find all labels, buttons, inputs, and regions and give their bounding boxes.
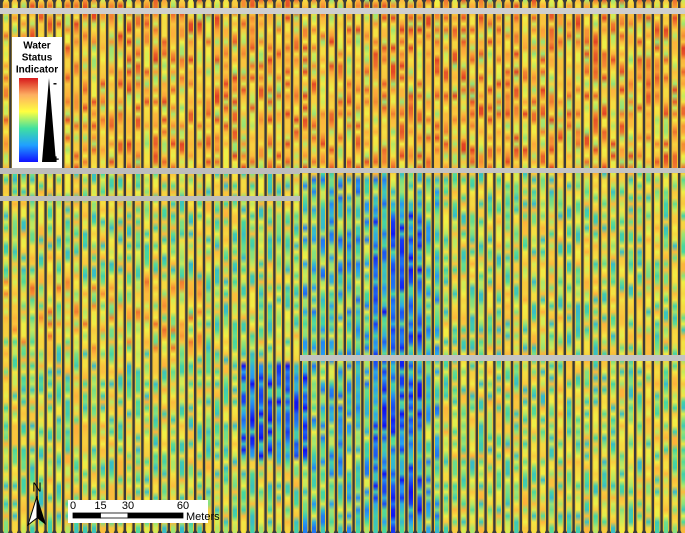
legend-title: Status: [22, 53, 53, 64]
scale-segment: [128, 513, 183, 518]
vine-row: [180, 0, 184, 533]
vine-row: [646, 0, 650, 533]
vine-row: [593, 0, 597, 533]
block-gap: [300, 355, 685, 361]
vine-row: [206, 0, 210, 533]
vine-row: [426, 0, 430, 533]
vine-row: [162, 0, 166, 533]
block-gap: [300, 168, 685, 173]
vine-row: [629, 0, 633, 533]
legend-high: +: [53, 154, 59, 166]
vine-row: [673, 0, 677, 533]
vine-row: [303, 0, 307, 533]
vine-row: [549, 0, 553, 533]
legend-ramp: [19, 78, 38, 162]
legend-title: Water: [23, 41, 51, 52]
vine-row: [417, 0, 421, 533]
vine-row: [382, 0, 386, 533]
vine-row: [470, 0, 474, 533]
vine-row: [444, 0, 448, 533]
legend-title: Indicator: [16, 65, 58, 76]
vine-row: [153, 0, 157, 533]
vine-row: [171, 0, 175, 533]
legend-low: -: [53, 76, 57, 90]
vine-row: [127, 0, 131, 533]
north-label: N: [32, 479, 41, 494]
scale-unit: Meters: [186, 511, 220, 523]
vine-row: [611, 0, 615, 533]
vine-row: [241, 0, 245, 533]
vine-row: [655, 0, 659, 533]
vine-row: [277, 0, 281, 533]
vine-row: [268, 0, 272, 533]
vine-row: [92, 0, 96, 533]
vine-row: [602, 0, 606, 533]
vine-row: [637, 0, 641, 533]
scale-segment: [101, 513, 129, 518]
vine-row: [285, 0, 289, 533]
vine-row: [4, 0, 8, 533]
vine-row: [136, 0, 140, 533]
vine-row: [681, 0, 685, 533]
scale-segment: [73, 513, 101, 518]
vine-row: [329, 0, 333, 533]
vine-row: [664, 0, 668, 533]
vine-row: [338, 0, 342, 533]
vine-row: [409, 0, 413, 533]
page: Water Status Indicator - + N 0153060Mete…: [0, 0, 685, 533]
scale-tick-label: 0: [70, 500, 76, 512]
vine-row: [435, 0, 439, 533]
vine-row: [532, 0, 536, 533]
vine-row: [488, 0, 492, 533]
block-gap: [0, 196, 300, 201]
vine-row: [197, 0, 201, 533]
vine-row: [118, 0, 122, 533]
vine-row: [321, 0, 325, 533]
vine-row: [233, 0, 237, 533]
vine-row: [505, 0, 509, 533]
vine-row: [558, 0, 562, 533]
vine-row: [523, 0, 527, 533]
vine-row: [585, 0, 589, 533]
vine-row: [461, 0, 465, 533]
vine-row: [101, 0, 105, 533]
vine-row: [259, 0, 263, 533]
vine-row: [400, 0, 404, 533]
legend: Water Status Indicator - +: [12, 37, 62, 168]
vine-row: [65, 0, 69, 533]
vine-row: [514, 0, 518, 533]
block-gap: [0, 8, 685, 14]
vine-row: [365, 0, 369, 533]
vine-row: [109, 0, 113, 533]
vine-row: [497, 0, 501, 533]
vine-row: [541, 0, 545, 533]
vine-row: [83, 0, 87, 533]
vine-row: [347, 0, 351, 533]
vine-row: [479, 0, 483, 533]
vine-row: [453, 0, 457, 533]
block-gap: [0, 168, 300, 174]
vine-row: [576, 0, 580, 533]
vine-row: [189, 0, 193, 533]
vine-row: [294, 0, 298, 533]
vine-row: [620, 0, 624, 533]
scale-tick-label: 30: [122, 500, 134, 512]
vine-row: [215, 0, 219, 533]
map: Water Status Indicator - + N 0153060Mete…: [0, 0, 685, 533]
vine-row: [74, 0, 78, 533]
vine-row: [567, 0, 571, 533]
vine-row: [312, 0, 316, 533]
vine-row: [356, 0, 360, 533]
vine-row: [250, 0, 254, 533]
vine-row: [145, 0, 149, 533]
vine-row: [224, 0, 228, 533]
scale-tick-label: 15: [94, 500, 106, 512]
vine-row: [373, 0, 377, 533]
vine-row: [391, 0, 395, 533]
